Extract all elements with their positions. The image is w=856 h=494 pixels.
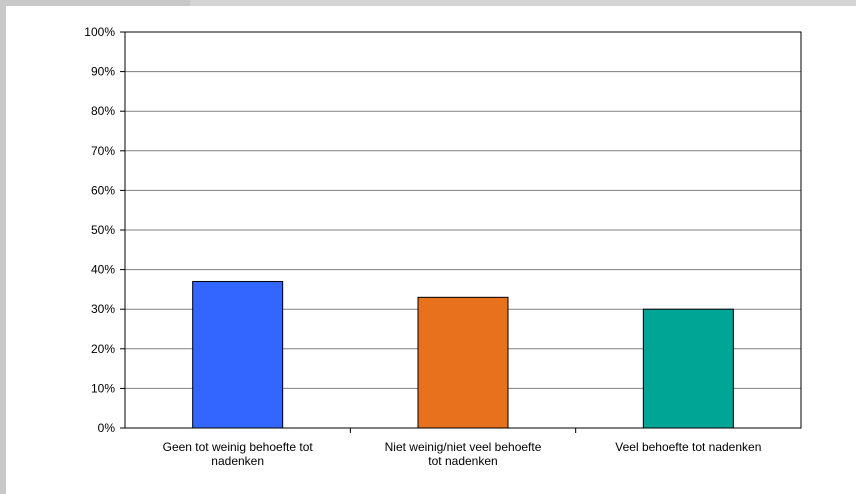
x-category-label: nadenken <box>211 454 264 468</box>
y-tick-label: 60% <box>91 183 115 197</box>
x-category-label: Geen tot weinig behoefte tot <box>163 440 314 454</box>
bar-1 <box>192 280 284 429</box>
x-category-label: Niet weinig/niet veel behoefte <box>385 440 542 454</box>
y-tick-label: 20% <box>91 342 115 356</box>
y-tick-label: 100% <box>84 25 115 39</box>
bar-3 <box>642 308 734 429</box>
x-category-label: tot nadenken <box>428 454 497 468</box>
y-tick-label: 0% <box>98 421 116 435</box>
y-tick-label: 80% <box>91 104 115 118</box>
frame-top-strip <box>190 0 856 6</box>
y-tick-label: 90% <box>91 65 115 79</box>
y-tick-label: 30% <box>91 302 115 316</box>
y-tick-label: 10% <box>91 381 115 395</box>
x-category-label: Veel behoefte tot nadenken <box>615 440 761 454</box>
y-tick-label: 70% <box>91 144 115 158</box>
y-tick-label: 40% <box>91 263 115 277</box>
y-tick-label: 50% <box>91 223 115 237</box>
bar-2 <box>417 296 509 429</box>
